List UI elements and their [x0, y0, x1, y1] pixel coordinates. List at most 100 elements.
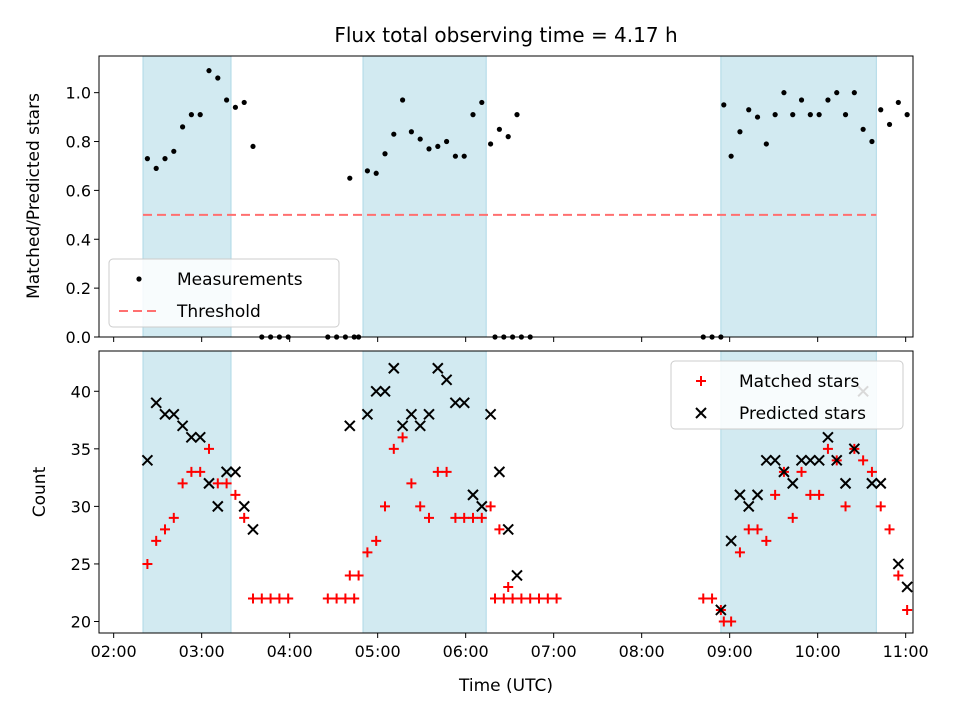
measurement-point — [763, 141, 769, 147]
y-tick-label: 0.4 — [66, 230, 91, 249]
legend-label: Measurements — [177, 270, 303, 290]
predicted-star-point — [344, 420, 356, 432]
measurement-point — [232, 104, 238, 110]
predicted-star-point — [229, 466, 242, 478]
matched-star-point — [796, 466, 807, 477]
y-tick-label: 25 — [71, 555, 91, 574]
legend-measurement-swatch — [136, 276, 142, 282]
matched-star-point — [494, 524, 505, 535]
predicted-star-point — [194, 431, 206, 444]
predicted-star-point — [141, 454, 154, 467]
matched-star-point — [239, 512, 250, 523]
matched-star-point — [485, 501, 496, 512]
matched-star-point — [490, 593, 500, 604]
measurement-point — [807, 112, 813, 118]
matched-star-point — [283, 593, 294, 604]
x-tick-label: 11:00 — [883, 642, 929, 661]
y-tick-label: 30 — [71, 497, 91, 516]
predicted-star-point — [875, 477, 887, 490]
x-tick-label: 06:00 — [443, 642, 489, 661]
matched-star-point — [507, 593, 518, 604]
measurement-point — [842, 112, 849, 118]
matched-star-point — [534, 593, 544, 604]
measurement-point — [400, 97, 406, 103]
y-tick-label: 40 — [71, 382, 91, 401]
predicted-star-point — [848, 443, 861, 455]
measurement-point — [391, 131, 397, 137]
predicted-star-point — [787, 477, 799, 490]
measurement-point — [746, 107, 752, 113]
matched-star-point — [822, 443, 833, 454]
shaded-interval — [720, 55, 877, 338]
matched-star-point — [441, 466, 452, 477]
predicted-star-point — [901, 581, 913, 593]
measurement-point — [514, 112, 520, 118]
measurement-point — [737, 129, 743, 135]
matched-star-point — [151, 535, 162, 546]
matched-star-point — [230, 489, 241, 500]
matched-star-point — [160, 524, 170, 535]
predicted-star-point — [493, 466, 506, 478]
predicted-star-point — [769, 454, 781, 467]
measurement-point — [250, 143, 256, 150]
matched-star-point — [424, 512, 434, 523]
measurement-point — [790, 112, 796, 118]
matched-star-point — [274, 593, 285, 604]
plot-frame — [98, 55, 914, 338]
matched-star-point — [212, 478, 223, 489]
measurement-point — [886, 121, 893, 128]
matched-star-point — [787, 512, 798, 523]
measurement-point — [241, 99, 247, 106]
measurement-point — [144, 156, 150, 162]
legend-label: Threshold — [176, 302, 261, 322]
y-tick-label: 0.2 — [66, 279, 91, 298]
bottom-y-axis-label: Count — [30, 466, 50, 517]
matched-star-point — [476, 512, 487, 523]
measurement-point — [162, 156, 168, 162]
x-tick-label: 05:00 — [355, 642, 401, 661]
predicted-star-point — [168, 408, 180, 421]
measurement-point — [904, 112, 910, 118]
measurement-point — [851, 90, 857, 96]
predicted-star-point — [220, 466, 233, 478]
matched-star-point — [734, 547, 745, 558]
measurement-point — [860, 126, 866, 132]
matched-star-point — [866, 466, 877, 477]
predicted-star-point — [484, 408, 497, 421]
matched-star-point — [340, 593, 351, 604]
legend-label: Predicted stars — [739, 404, 866, 424]
matched-star-point — [204, 443, 214, 454]
matched-star-point — [353, 570, 364, 581]
matched-star-point — [177, 478, 188, 489]
x-tick-label: 10:00 — [795, 642, 841, 661]
predicted-star-point — [804, 454, 817, 467]
predicted-star-point — [247, 523, 259, 536]
measurement-point — [180, 124, 186, 130]
top-panel: 0.0 0.2 0.4 0.6 0.8 1.0 Measurements Threshold — [66, 55, 914, 347]
measurement-point — [224, 97, 230, 103]
predicted-star-point — [839, 477, 852, 490]
matched-star-point — [840, 501, 851, 512]
chart-title: Flux total observing time = 4.17 h — [334, 23, 677, 47]
measurement-point — [505, 134, 511, 140]
predicted-star-point — [743, 500, 755, 513]
predicted-star-point — [176, 420, 189, 432]
y-tick-label: 0.8 — [66, 133, 91, 152]
predicted-star-point — [725, 535, 737, 547]
measurement-point — [417, 136, 423, 142]
matched-star-point — [468, 512, 478, 523]
matched-star-point — [707, 593, 718, 604]
matched-star-point — [805, 489, 816, 500]
predicted-star-point — [185, 431, 198, 444]
matched-star-point — [902, 604, 913, 615]
predicted-star-point — [150, 397, 162, 409]
predicted-star-point — [361, 408, 374, 421]
matched-star-point — [698, 593, 709, 604]
predicted-star-point — [795, 454, 808, 467]
predicted-star-point — [778, 466, 790, 478]
x-axis-label: Time (UTC) — [458, 676, 553, 696]
bottom-panel: 20 25 30 35 40 02:00 03:00 04:00 05:00 06:00 07:00… — [71, 350, 929, 661]
measurement-point — [825, 97, 831, 103]
predicted-star-point — [831, 454, 843, 467]
predicted-star-point — [813, 454, 825, 467]
